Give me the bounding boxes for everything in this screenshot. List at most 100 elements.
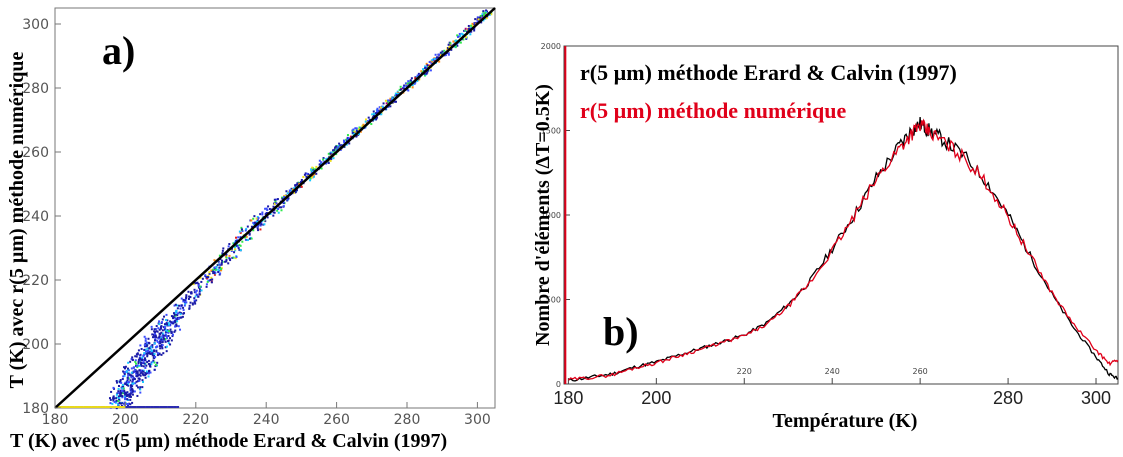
panel-a-point [336, 148, 339, 151]
panel-a-x-tick-label: 260 [323, 412, 350, 428]
panel-a-point [171, 335, 174, 338]
panel-a-point [131, 388, 134, 391]
panel-a-point [263, 218, 266, 221]
panel-a-point [307, 174, 310, 177]
panel-a-point [327, 152, 330, 155]
panel-a-point [236, 239, 239, 242]
panel-a-point [261, 213, 264, 216]
panel-a-point [131, 382, 134, 385]
panel-a-point [116, 381, 119, 384]
legend-erard-calvin: r(5 µm) méthode Erard & Calvin (1997) [580, 60, 957, 85]
panel-a-point [127, 403, 130, 406]
panel-a-point [337, 145, 340, 148]
panel-a-point [179, 313, 182, 316]
panel-a-point [447, 47, 450, 50]
panel-a-baseline-point [105, 406, 109, 408]
panel-a-point [330, 151, 333, 154]
panel-a-point [459, 41, 462, 44]
panel-a-point [300, 185, 303, 188]
panel-a-point [409, 79, 412, 82]
panel-a-point [144, 342, 147, 345]
panel-a-point [165, 322, 168, 325]
panel-a-point [332, 149, 335, 152]
panel-a-point [472, 23, 475, 26]
panel-a-point [158, 328, 161, 331]
panel-a-point [256, 225, 259, 228]
panel-a-point [129, 374, 132, 377]
panel-a-point [477, 18, 480, 21]
panel-a-point [228, 243, 231, 246]
panel-a-point [481, 13, 484, 16]
panel-a-point [139, 386, 142, 389]
panel-a-point [338, 142, 341, 145]
panel-a-point [180, 312, 183, 315]
panel-a-baseline-point [164, 406, 168, 408]
panel-a-point [234, 244, 237, 247]
panel-a-point [120, 394, 123, 397]
panel-a-point [111, 402, 114, 405]
panel-a-point [127, 372, 130, 375]
panel-a-point [161, 341, 164, 344]
panel-a-point [434, 53, 437, 56]
panel-a-point [282, 201, 285, 204]
panel-a-point [283, 195, 286, 198]
panel-a-baseline-point [142, 406, 146, 408]
panel-a-point [225, 256, 228, 259]
panel-a-point [490, 13, 493, 16]
panel-a-point [146, 361, 149, 364]
panel-a-baseline-point [60, 406, 64, 408]
panel-a-point [126, 403, 129, 406]
panel-a-point [394, 100, 397, 103]
panel-a-point [199, 285, 202, 288]
panel-a-point [374, 118, 377, 121]
panel-a-point [225, 253, 228, 256]
panel-a-point [125, 402, 128, 405]
panel-a-point [272, 211, 275, 214]
panel-a-point [146, 355, 149, 358]
panel-a-point [234, 248, 237, 251]
panel-a-point [161, 318, 164, 321]
panel-a-point [479, 14, 482, 17]
panel-a-point [142, 355, 145, 358]
panel-a-point [185, 295, 188, 298]
panel-a-point [349, 135, 352, 138]
panel-a-point [273, 202, 276, 205]
panel-a-point [159, 327, 162, 330]
panel-a-point [137, 362, 140, 365]
panel-a-point [130, 376, 133, 379]
panel-a-point [118, 380, 121, 383]
panel-a-point [213, 270, 216, 273]
panel-a-point [221, 249, 224, 252]
panel-a-point [138, 373, 141, 376]
panel-a-baseline-point [114, 406, 118, 408]
panel-a-point [131, 358, 134, 361]
panel-a-point [342, 139, 345, 142]
panel-a-point [123, 367, 126, 370]
panel-a-point [148, 347, 151, 350]
panel-a-point [454, 44, 457, 47]
panel-a-baseline-point [111, 406, 115, 408]
panel-a-point [174, 317, 177, 320]
panel-a-point [164, 346, 167, 349]
panel-a-point [115, 393, 118, 396]
panel-a-point [159, 333, 162, 336]
panel-a-point [367, 116, 370, 119]
panel-a-point [205, 283, 208, 286]
panel-a-point [120, 404, 123, 407]
panel-a-point [137, 360, 140, 363]
panel-a-point [182, 306, 185, 309]
panel-a-point [196, 293, 199, 296]
panel-a-point [140, 361, 143, 364]
panel-a-baseline-point [108, 406, 112, 408]
panel-a-point [153, 357, 156, 360]
panel-a-point [453, 45, 456, 48]
panel-a-point [379, 106, 382, 109]
panel-a-point [260, 221, 263, 224]
panel-a-point [266, 216, 269, 219]
panel-a-point [158, 320, 161, 323]
panel-a-point [267, 205, 270, 208]
panel-a-point [200, 280, 203, 283]
panel-a-point [364, 120, 367, 123]
panel-a-point [165, 350, 168, 353]
panel-a-point [389, 97, 392, 100]
